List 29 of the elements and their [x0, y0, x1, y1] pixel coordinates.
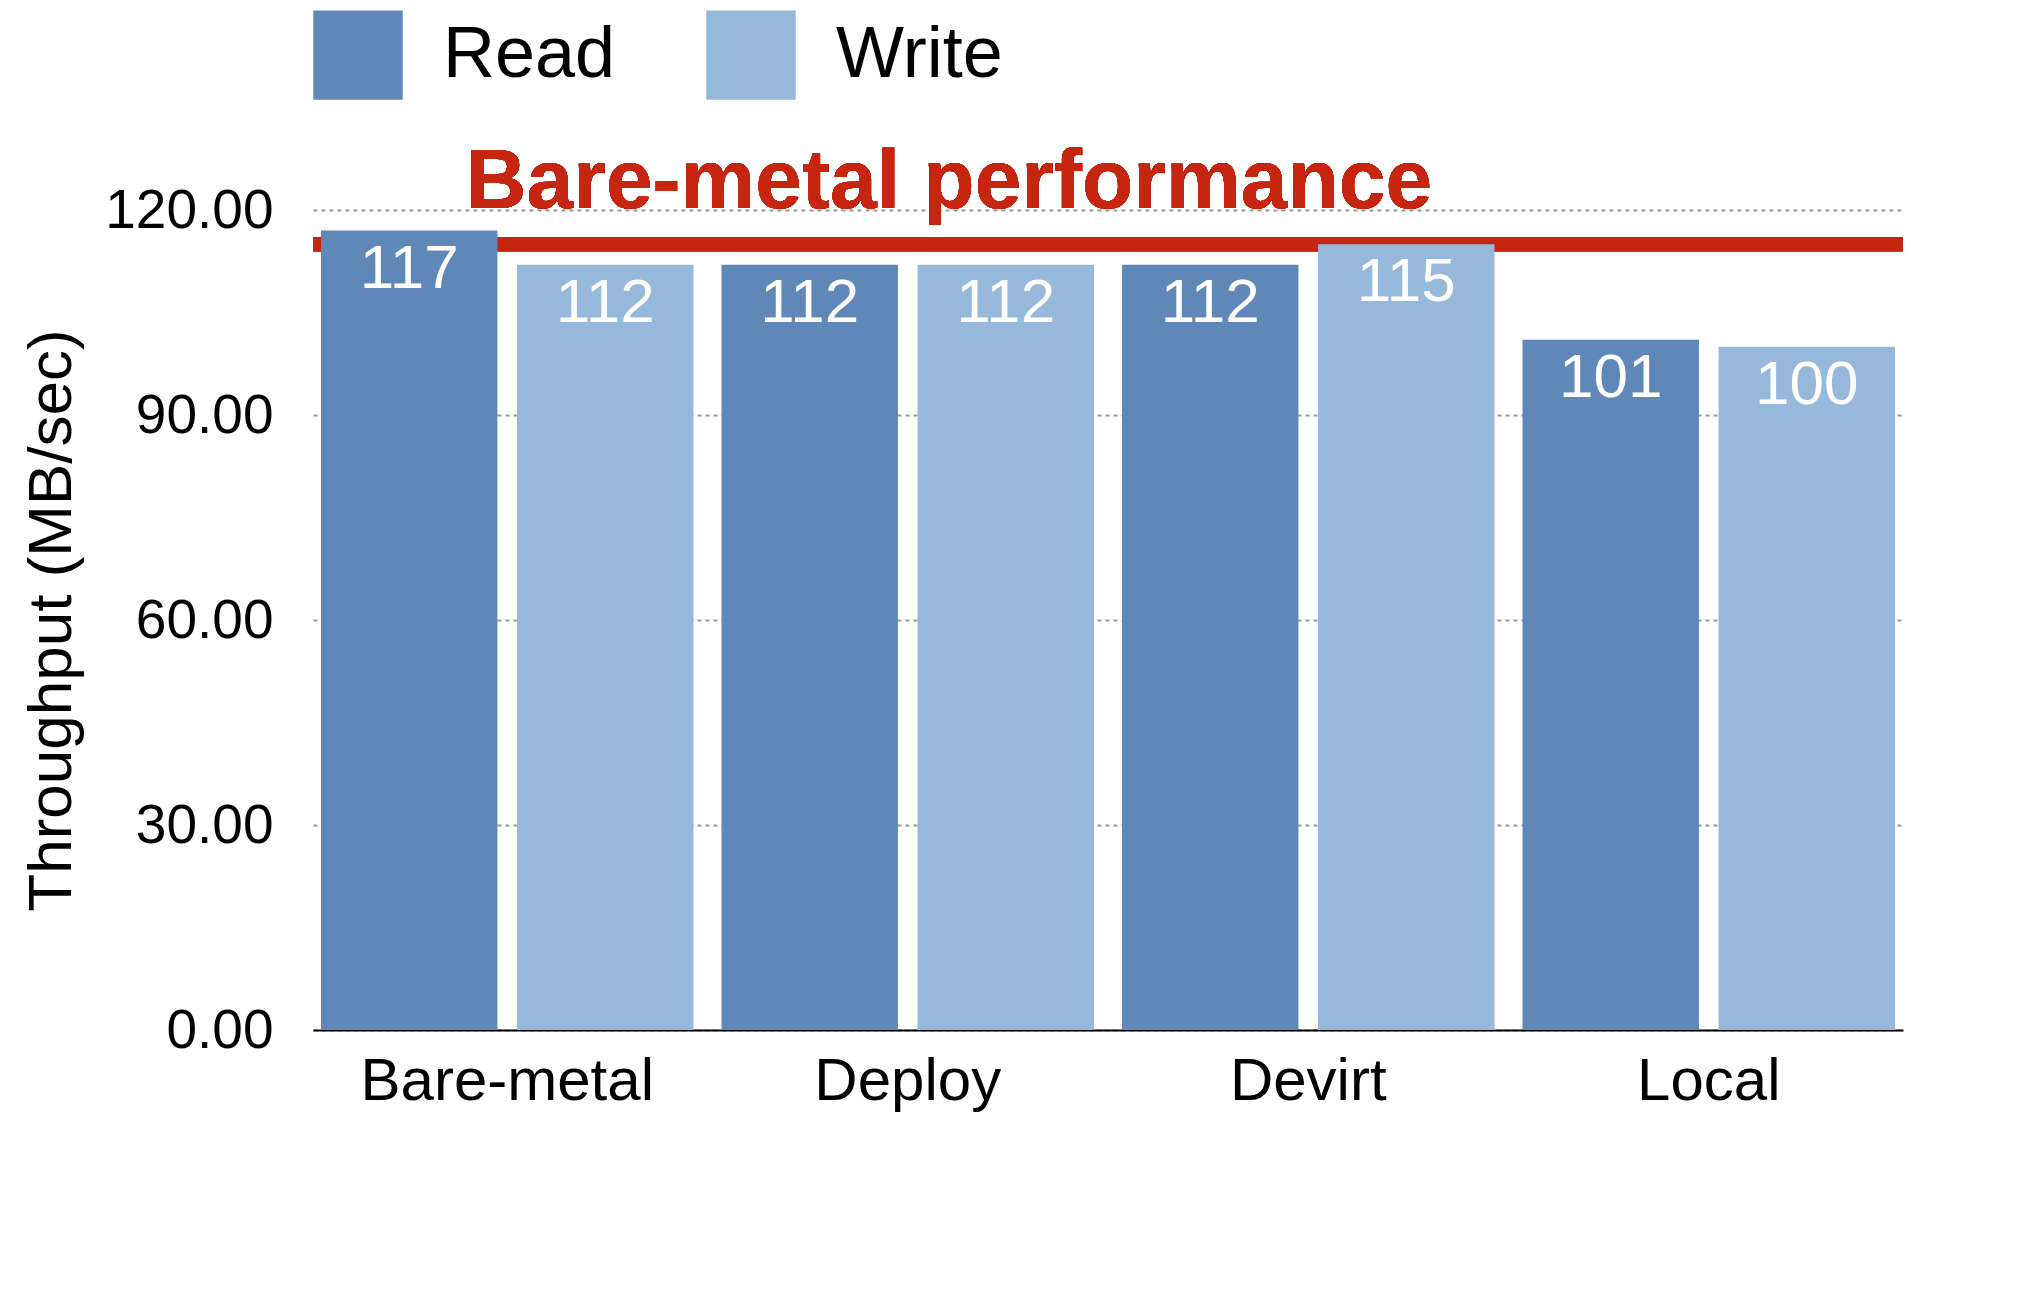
legend-label: Read	[443, 12, 616, 93]
bar	[917, 264, 1094, 1030]
data-label: 101	[1559, 340, 1663, 410]
bar	[1522, 339, 1699, 1030]
y-axis-title: Throughput (MB/sec)	[14, 329, 84, 912]
y-tick-label: 90.00	[135, 382, 274, 445]
data-label: 115	[1356, 245, 1456, 315]
data-label: 112	[956, 265, 1056, 335]
x-tick-label: Bare-metal	[360, 1045, 654, 1113]
bar	[1122, 264, 1299, 1030]
y-tick-label: 60.00	[135, 587, 274, 650]
y-tick-label: 30.00	[135, 792, 274, 855]
bar	[517, 264, 694, 1030]
bar	[1318, 244, 1495, 1030]
y-tick-label: 0.00	[166, 997, 274, 1060]
data-label: 112	[1160, 265, 1260, 335]
data-label: 100	[1755, 347, 1859, 417]
bar	[1718, 346, 1895, 1030]
ref-line-label: Bare-metal performance	[465, 132, 1433, 227]
x-tick-label: Deploy	[814, 1045, 1002, 1113]
legend-label: Write	[836, 12, 1003, 93]
x-tick-label: Devirt	[1229, 1045, 1387, 1113]
y-tick-label: 120.00	[105, 177, 274, 240]
x-tick-label: Local	[1637, 1045, 1781, 1113]
data-label: 112	[555, 265, 655, 335]
bar	[321, 230, 498, 1030]
data-label: 117	[359, 231, 459, 301]
data-label: 112	[760, 265, 860, 335]
bar	[721, 264, 898, 1030]
